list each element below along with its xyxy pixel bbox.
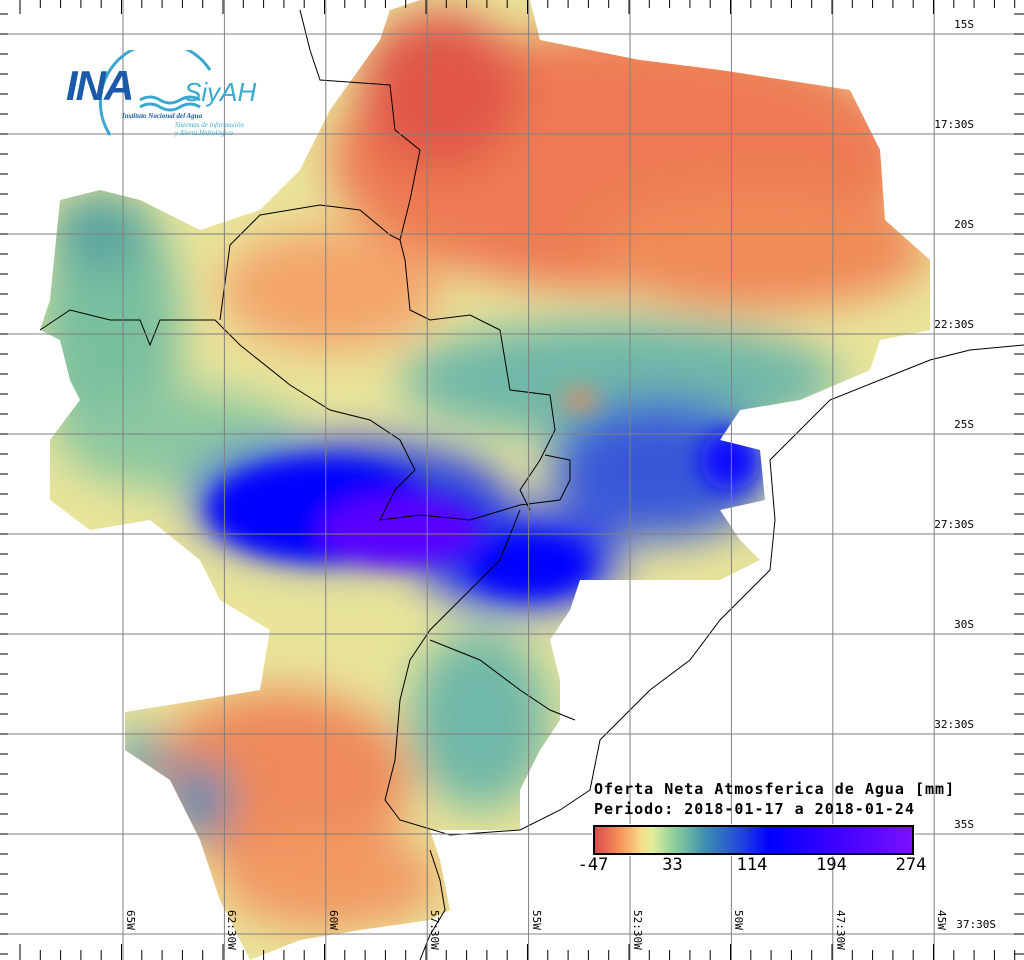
lat-label: 22:30S <box>934 318 974 331</box>
lon-label: 50W <box>732 910 746 930</box>
colorbar-tick-label: 33 <box>662 855 683 875</box>
lon-label: 45W <box>935 910 949 930</box>
lon-label: 62:30W <box>225 910 239 950</box>
lat-label: 27:30S <box>934 518 974 531</box>
logo-subtitle: Sistemas de información y Alerta Hidrológ… <box>175 121 244 137</box>
logo-subtitle-1: Sistemas de información <box>175 121 244 129</box>
colorbar-tick-label: 194 <box>816 855 847 875</box>
colorbar-tick-label: 274 <box>895 855 927 875</box>
colorbar <box>592 824 915 856</box>
lat-label: 15S <box>954 18 974 31</box>
lat-label: 25S <box>954 418 974 431</box>
lat-label: 35S <box>954 818 974 831</box>
lon-label: 60W <box>326 910 340 930</box>
borders <box>39 9 1024 960</box>
logo-institution: Instituto Nacional del Agua <box>122 112 203 120</box>
lat-label: 37:30S <box>956 918 996 931</box>
lon-label: 57:30W <box>428 910 442 950</box>
legend-period: Periodo: 2018-01-17 a 2018-01-24 <box>594 800 915 818</box>
logo-arc <box>98 50 212 136</box>
lon-label: 47:30W <box>833 910 847 950</box>
logo-siyah: SiyAH <box>184 77 257 107</box>
legend-title: Oferta Neta Atmosferica de Agua [mm] <box>594 780 956 798</box>
lon-label: 65W <box>124 910 137 930</box>
logo-ina: INA <box>66 62 134 109</box>
colorbar-tick-label: 114 <box>736 855 768 875</box>
colorbar-tick-label: -47 <box>577 855 609 875</box>
lat-label: 17:30S <box>934 118 974 131</box>
lon-label: 55W <box>529 910 543 930</box>
lat-label: 30S <box>954 618 974 631</box>
ina-siyah-logo: INA SiyAH Instituto Nacional del Agua Si… <box>60 50 280 150</box>
lat-label: 32:30S <box>934 718 974 731</box>
lon-label: 52:30W <box>631 910 644 950</box>
lat-label: 20S <box>954 218 974 231</box>
logo-subtitle-2: y Alerta Hidrológico <box>175 129 233 137</box>
